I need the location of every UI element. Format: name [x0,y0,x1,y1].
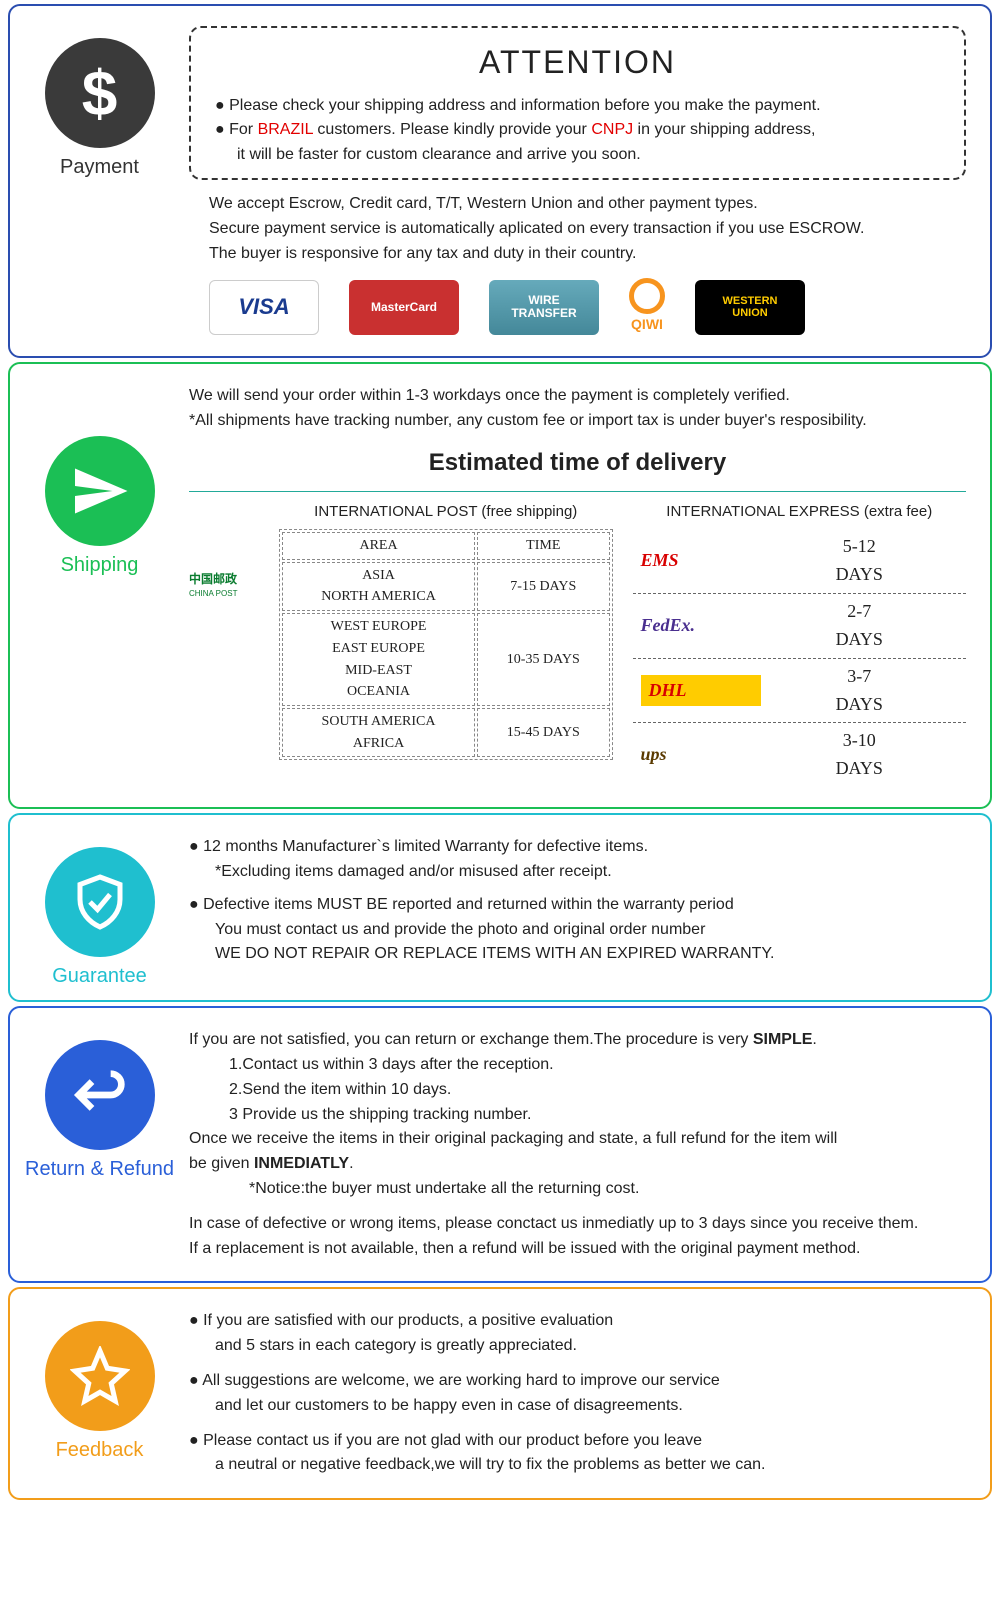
payment-text1: We accept Escrow, Credit card, T/T, West… [209,192,966,217]
guarantee-text5: WE DO NOT REPAIR OR REPLACE ITEMS WITH A… [189,942,966,967]
return-section: Return & Refund If you are not satisfied… [8,1006,992,1283]
attention-title: ATTENTION [211,38,944,88]
intl-post-col: INTERNATIONAL POST (free shipping) AREAT… [279,500,613,787]
return-text5b: be given INMEDIATLY. [189,1152,966,1177]
feedback-text1: ● If you are satisfied with our products… [189,1309,966,1334]
shipping-label: Shipping [22,554,177,577]
feedback-text3: ● All suggestions are welcome, we are wo… [189,1369,966,1394]
guarantee-label: Guarantee [22,965,177,988]
return-step3: 3 Provide us the shipping tracking numbe… [189,1103,966,1128]
payment-text2: Secure payment service is automatically … [209,217,966,242]
feedback-label: Feedback [22,1439,177,1462]
guarantee-icon-col: Guarantee [22,827,177,988]
guarantee-text2: *Excluding items damaged and/or misused … [189,860,966,885]
return-text1: If you are not satisfied, you can return… [189,1028,966,1053]
payment-label: Payment [22,156,177,179]
dollar-icon: $ [45,38,155,148]
feedback-content: ● If you are satisfied with our products… [177,1301,978,1486]
wire-card: WIRETRANSFER [489,280,599,335]
feedback-section: Feedback ● If you are satisfied with our… [8,1287,992,1500]
shield-check-icon [45,847,155,957]
attention-line3: it will be faster for custom clearance a… [211,143,944,168]
return-icon-col: Return & Refund [22,1020,177,1269]
delivery-title: Estimated time of delivery [189,444,966,481]
return-arrow-icon [45,1040,155,1150]
return-content: If you are not satisfied, you can return… [177,1020,978,1269]
guarantee-section: Guarantee ● 12 months Manufacturer`s lim… [8,813,992,1002]
payment-cards-row: VISA MasterCard WIRETRANSFER QIWI WESTER… [189,278,966,336]
shipping-section: Shipping We will send your order within … [8,362,992,809]
return-notice: *Notice:the buyer must undertake all the… [189,1177,966,1202]
intl-express-col: INTERNATIONAL EXPRESS (extra fee) EMS5-1… [633,500,967,787]
shipping-icon-col: Shipping [22,376,177,795]
return-step1: 1.Contact us within 3 days after the rec… [189,1053,966,1078]
return-text7: In case of defective or wrong items, ple… [189,1212,966,1237]
feedback-text6: a neutral or negative feedback,we will t… [189,1453,966,1478]
payment-text3: The buyer is responsive for any tax and … [209,242,966,267]
post-table: AREATIME ASIANORTH AMERICA7-15 DAYS WEST… [279,529,613,760]
guarantee-content: ● 12 months Manufacturer`s limited Warra… [177,827,978,988]
post-head: INTERNATIONAL POST (free shipping) [279,500,613,523]
payment-content: ATTENTION ● Please check your shipping a… [177,18,978,344]
return-label: Return & Refund [22,1158,177,1181]
return-text5a: Once we receive the items in their origi… [189,1127,966,1152]
visa-card: VISA [209,280,319,335]
star-icon [45,1321,155,1431]
feedback-text4: and let our customers to be happy even i… [189,1394,966,1419]
attention-line1: ● Please check your shipping address and… [211,94,944,119]
qiwi-card: QIWI [629,278,665,336]
return-step2: 2.Send the item within 10 days. [189,1078,966,1103]
attention-box: ATTENTION ● Please check your shipping a… [189,26,966,180]
payment-icon-col: $ Payment [22,18,177,344]
shipping-columns: 中国邮政 CHINA POST INTERNATIONAL POST (free… [189,500,966,787]
feedback-text2: and 5 stars in each category is greatly … [189,1334,966,1359]
feedback-icon-col: Feedback [22,1301,177,1486]
guarantee-text3: ● Defective items MUST BE reported and r… [189,893,966,918]
return-text8: If a replacement is not available, then … [189,1237,966,1262]
express-dhl: DHL3-7DAYS [633,659,967,724]
express-fedex: FedEx.2-7DAYS [633,594,967,659]
guarantee-text1: ● 12 months Manufacturer`s limited Warra… [189,835,966,860]
express-ems: EMS5-12DAYS [633,529,967,594]
attention-line2: ● For BRAZIL customers. Please kindly pr… [211,118,944,143]
payment-section: $ Payment ATTENTION ● Please check your … [8,4,992,358]
guarantee-text4: You must contact us and provide the phot… [189,918,966,943]
express-ups: ups3-10DAYS [633,723,967,787]
wu-card: WESTERNUNION [695,280,805,335]
shipping-text2: *All shipments have tracking number, any… [189,409,966,434]
mastercard-card: MasterCard [349,280,459,335]
shipping-content: We will send your order within 1-3 workd… [177,376,978,795]
express-head: INTERNATIONAL EXPRESS (extra fee) [633,500,967,523]
paper-plane-icon [45,436,155,546]
feedback-text5: ● Please contact us if you are not glad … [189,1429,966,1454]
shipping-text1: We will send your order within 1-3 workd… [189,384,966,409]
china-post-logo: 中国邮政 CHINA POST [189,500,259,787]
